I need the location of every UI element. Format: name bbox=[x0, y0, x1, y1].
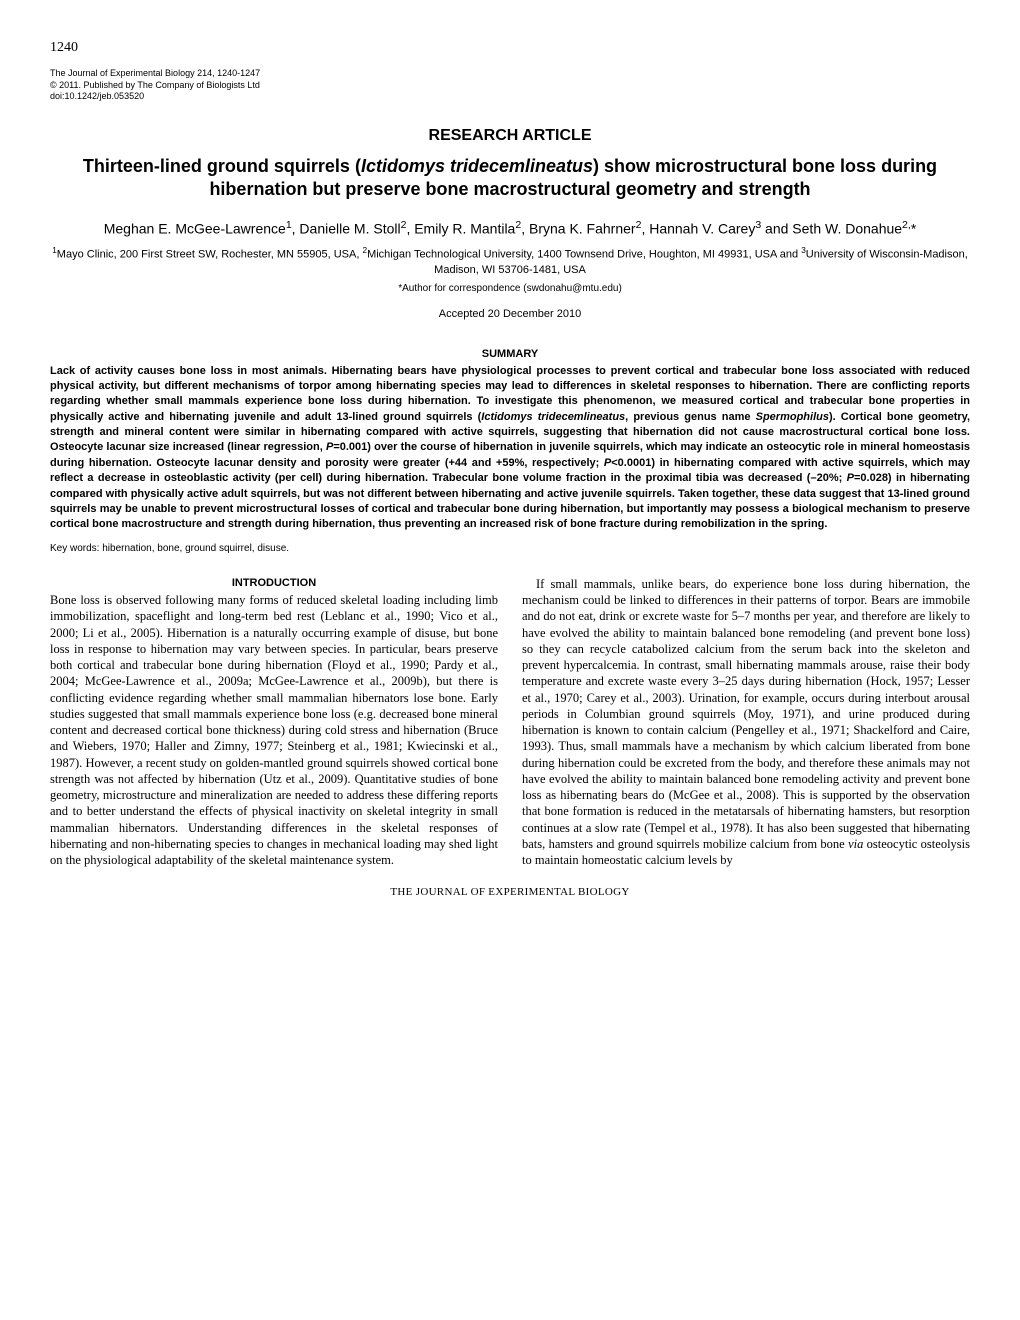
affiliations: 1Mayo Clinic, 200 First Street SW, Roche… bbox=[50, 245, 970, 278]
journal-meta-line: © 2011. Published by The Company of Biol… bbox=[50, 80, 970, 92]
intro-heading: INTRODUCTION bbox=[50, 576, 498, 590]
keywords: Key words: hibernation, bone, ground squ… bbox=[50, 543, 970, 554]
article-title: Thirteen-lined ground squirrels (Ictidom… bbox=[70, 155, 950, 202]
body-columns: INTRODUCTION Bone loss is observed follo… bbox=[50, 576, 970, 869]
journal-meta-line: The Journal of Experimental Biology 214,… bbox=[50, 68, 970, 80]
accepted-date: Accepted 20 December 2010 bbox=[50, 308, 970, 320]
correspondence: *Author for correspondence (swdonahu@mtu… bbox=[50, 283, 970, 294]
authors: Meghan E. McGee-Lawrence1, Danielle M. S… bbox=[50, 218, 970, 239]
journal-meta-line: doi:10.1242/jeb.053520 bbox=[50, 91, 970, 103]
article-type: RESEARCH ARTICLE bbox=[50, 127, 970, 145]
summary-heading: SUMMARY bbox=[50, 348, 970, 360]
intro-paragraph: If small mammals, unlike bears, do exper… bbox=[522, 576, 970, 869]
intro-paragraph: Bone loss is observed following many for… bbox=[50, 592, 498, 868]
page-footer: THE JOURNAL OF EXPERIMENTAL BIOLOGY bbox=[50, 886, 970, 898]
journal-meta: The Journal of Experimental Biology 214,… bbox=[50, 68, 970, 103]
page-number: 1240 bbox=[50, 40, 970, 56]
summary-body: Lack of activity causes bone loss in mos… bbox=[50, 364, 970, 533]
